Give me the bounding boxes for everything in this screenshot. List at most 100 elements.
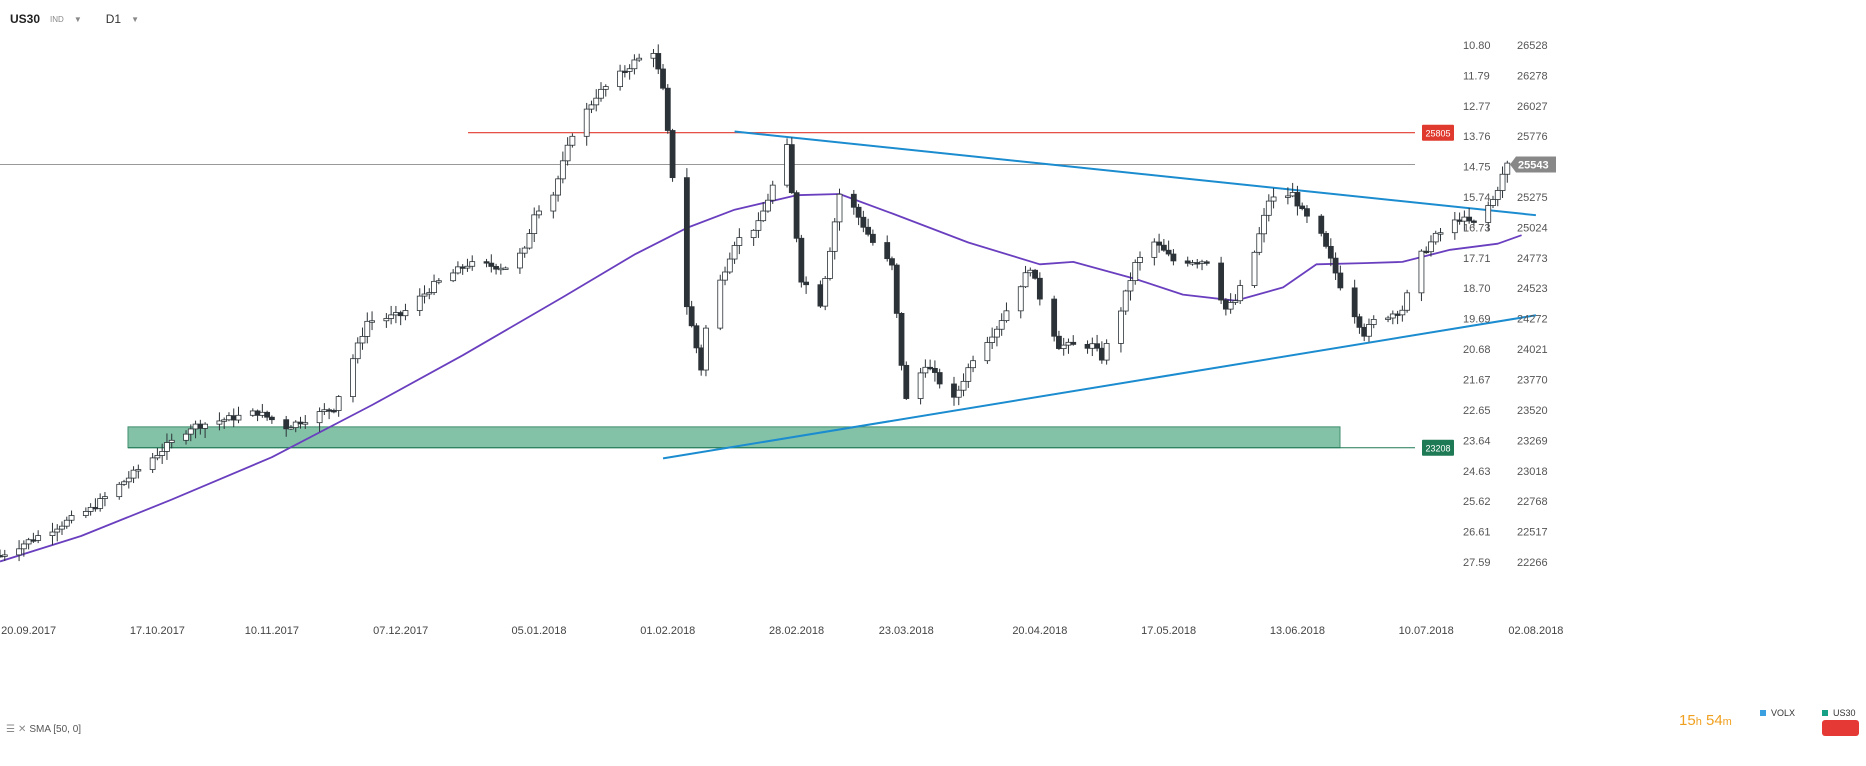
candle[interactable] <box>521 247 528 254</box>
candle[interactable] <box>1404 292 1411 311</box>
candle[interactable] <box>283 419 290 430</box>
candle[interactable] <box>602 86 609 90</box>
candle[interactable] <box>1098 347 1105 361</box>
candle[interactable] <box>784 144 790 186</box>
candle[interactable] <box>359 335 366 344</box>
candle[interactable] <box>416 295 423 311</box>
timeframe-label[interactable]: D1 <box>105 12 122 26</box>
candle[interactable] <box>693 325 700 349</box>
candle[interactable] <box>288 427 294 430</box>
candle[interactable] <box>1323 232 1329 247</box>
candle[interactable] <box>1027 269 1034 274</box>
candle[interactable] <box>1499 173 1506 191</box>
candle[interactable] <box>35 535 42 541</box>
candle[interactable] <box>426 292 433 295</box>
candle[interactable] <box>765 199 771 212</box>
candle[interactable] <box>1127 280 1134 292</box>
candle[interactable] <box>865 226 872 235</box>
candle[interactable] <box>855 206 862 218</box>
candle[interactable] <box>1451 219 1458 234</box>
candle[interactable] <box>559 160 566 180</box>
candle[interactable] <box>621 70 628 74</box>
candle[interactable] <box>1284 195 1291 198</box>
candle[interactable] <box>1299 205 1306 210</box>
candle[interactable] <box>889 258 895 266</box>
candle[interactable] <box>364 320 371 337</box>
candle[interactable] <box>1304 208 1310 217</box>
candle[interactable] <box>593 97 600 106</box>
candle[interactable] <box>884 242 891 260</box>
trendline-upper[interactable] <box>734 130 1537 217</box>
trade-button[interactable] <box>1822 720 1859 736</box>
candle[interactable] <box>125 477 132 483</box>
candle[interactable] <box>464 265 471 269</box>
candle[interactable] <box>850 193 857 208</box>
candle[interactable] <box>898 312 905 366</box>
candle[interactable] <box>1437 232 1444 235</box>
candle[interactable] <box>1003 310 1010 322</box>
candle[interactable] <box>383 318 390 322</box>
candle[interactable] <box>1351 287 1358 318</box>
candle[interactable] <box>1289 192 1296 197</box>
candle[interactable] <box>1471 220 1477 223</box>
candle[interactable] <box>564 144 571 162</box>
candle[interactable] <box>664 87 671 131</box>
candle[interactable] <box>703 327 709 371</box>
candle[interactable] <box>1122 290 1129 312</box>
candle[interactable] <box>149 457 156 470</box>
candle[interactable] <box>1194 262 1201 265</box>
candle[interactable] <box>531 214 538 234</box>
candle[interactable] <box>226 415 232 421</box>
candle[interactable] <box>683 177 690 308</box>
candle[interactable] <box>1370 319 1377 325</box>
candle[interactable] <box>183 433 189 441</box>
legend-item-us30[interactable]: US30 <box>1822 708 1856 718</box>
candle[interactable] <box>932 367 938 373</box>
candle[interactable] <box>927 366 934 370</box>
candle[interactable] <box>1270 196 1277 202</box>
candle[interactable] <box>555 178 561 196</box>
candle[interactable] <box>1428 241 1434 253</box>
candle[interactable] <box>1251 251 1258 286</box>
candle[interactable] <box>254 410 261 416</box>
candle[interactable] <box>994 328 1000 338</box>
candle[interactable] <box>354 342 361 360</box>
candle[interactable] <box>264 411 271 418</box>
candle[interactable] <box>135 469 142 472</box>
sma-line[interactable] <box>0 193 1522 563</box>
candle[interactable] <box>1032 269 1038 279</box>
candle[interactable] <box>817 284 824 307</box>
candle[interactable] <box>893 264 900 314</box>
candle[interactable] <box>154 455 161 459</box>
candle[interactable] <box>397 312 404 317</box>
candle[interactable] <box>16 548 22 556</box>
candle[interactable] <box>1332 257 1339 274</box>
candle[interactable] <box>598 88 604 99</box>
candle[interactable] <box>769 184 776 201</box>
candle[interactable] <box>660 68 666 89</box>
candle[interactable] <box>20 543 27 550</box>
candle[interactable] <box>326 409 333 412</box>
candle[interactable] <box>235 414 242 421</box>
candle[interactable] <box>536 210 542 216</box>
candle[interactable] <box>836 193 843 223</box>
candle[interactable] <box>1017 286 1024 312</box>
candle[interactable] <box>970 360 976 369</box>
candle[interactable] <box>922 366 929 374</box>
candle[interactable] <box>583 108 590 137</box>
symbol-dropdown-icon[interactable]: ▼ <box>73 14 82 24</box>
candle[interactable] <box>1265 200 1272 216</box>
candle[interactable] <box>292 421 299 428</box>
candle[interactable] <box>497 267 504 271</box>
symbol-label[interactable]: US30 <box>10 12 41 26</box>
candle[interactable] <box>1466 216 1473 222</box>
candle[interactable] <box>488 262 495 267</box>
candle[interactable] <box>316 411 323 424</box>
candle[interactable] <box>1084 343 1091 349</box>
candle[interactable] <box>1051 298 1058 337</box>
candle[interactable] <box>1232 300 1239 303</box>
candle[interactable] <box>259 411 266 416</box>
candle[interactable] <box>736 237 743 246</box>
candle[interactable] <box>750 229 757 239</box>
candle[interactable] <box>827 250 833 279</box>
